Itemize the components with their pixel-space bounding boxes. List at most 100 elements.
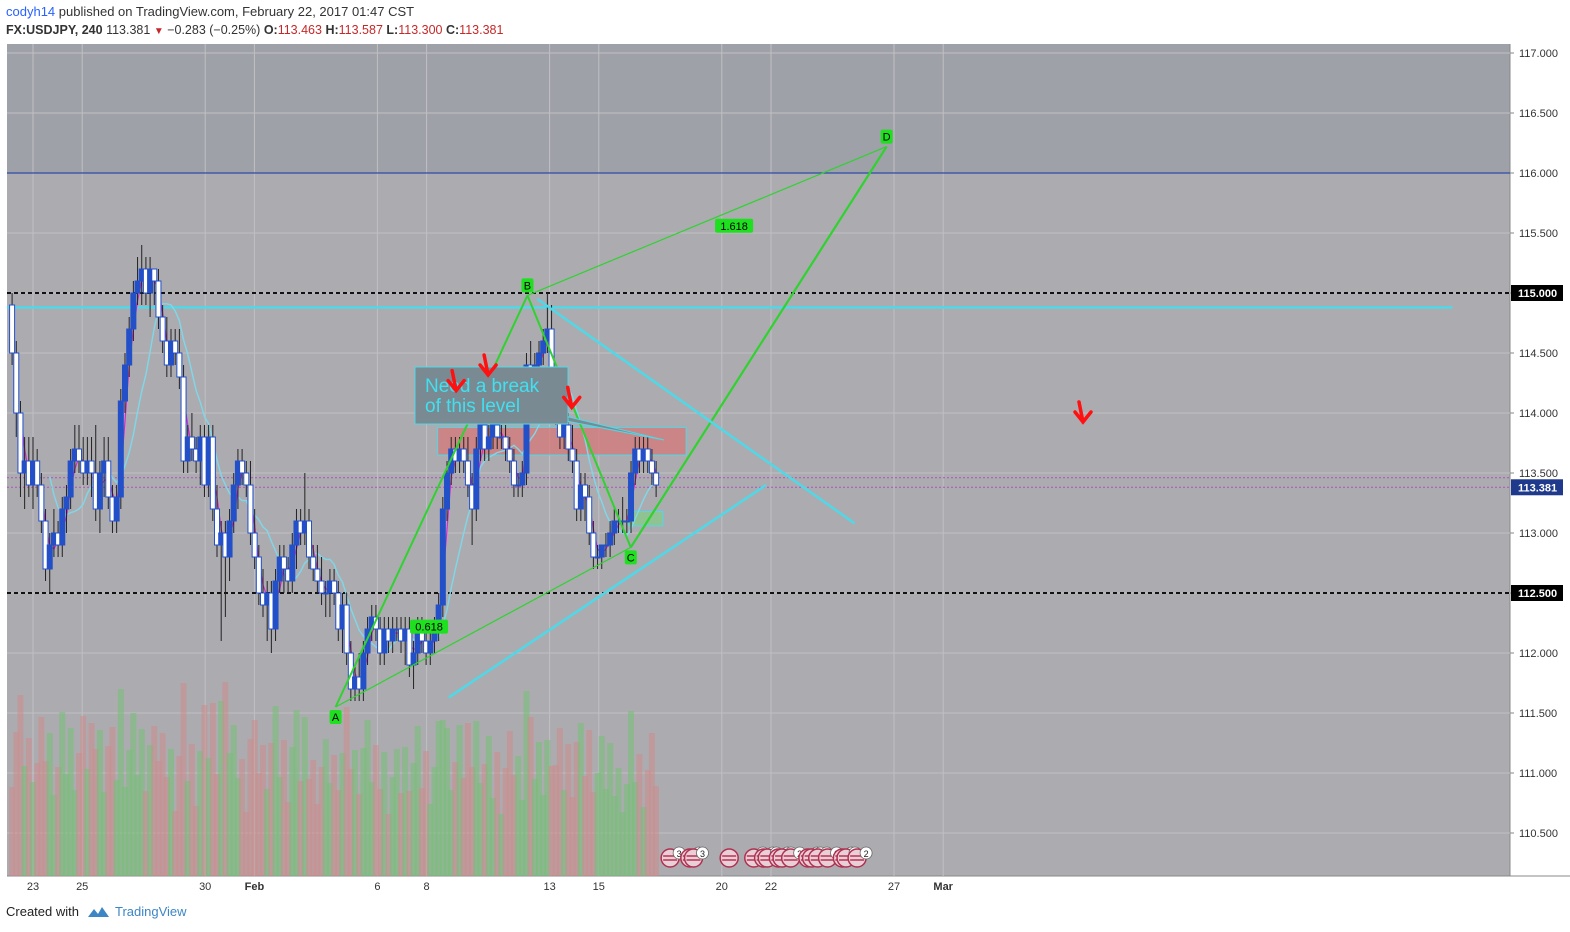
volume-bar (318, 767, 325, 876)
level-price-tag: 115.000 (1511, 285, 1563, 301)
x-tick-label: 25 (76, 881, 88, 893)
volume-bar (464, 723, 471, 876)
volume-bar (247, 739, 254, 876)
volume-bar (172, 811, 179, 876)
candle-body (410, 652, 417, 666)
volume-bar (519, 800, 526, 876)
candle (38, 473, 45, 533)
x-tick-label: Feb (245, 881, 265, 893)
point-label-text: B (524, 280, 531, 292)
candle-body (628, 472, 635, 522)
x-tick-label: 15 (593, 881, 605, 893)
x-tick-label: 30 (199, 881, 211, 893)
candle-body (611, 520, 618, 534)
candle (155, 269, 162, 329)
candle-body (506, 448, 513, 462)
price-tag-bg (1511, 285, 1563, 301)
volume-bar (105, 746, 112, 876)
candle (180, 365, 187, 473)
candle (611, 509, 618, 545)
volume-bar (188, 744, 195, 876)
candle-body (230, 484, 237, 522)
candle-body (113, 496, 120, 522)
candle (360, 641, 367, 701)
volume-bar (644, 770, 651, 876)
candle (289, 533, 296, 593)
candle-body (122, 364, 129, 402)
chart-header: codyh14 published on TradingView.com, Fe… (6, 3, 503, 41)
volume-bar (205, 758, 212, 876)
price-tags: 115.000 113.381 112.500 (1511, 285, 1563, 601)
volume-bar (314, 804, 321, 876)
tradingview-brand[interactable]: TradingView (85, 904, 187, 919)
volume-bar (130, 713, 137, 876)
candle (96, 461, 103, 533)
candle (59, 497, 66, 557)
volume-bar (272, 706, 279, 876)
volume-bar (310, 760, 317, 876)
candle-body (540, 340, 547, 354)
candle (122, 353, 129, 413)
volume-bar (653, 786, 660, 876)
candle-body (134, 280, 141, 294)
candle (364, 617, 371, 665)
open-value: 113.463 (277, 23, 322, 37)
point-label-bg (329, 710, 342, 724)
point-label-text: A (332, 712, 340, 724)
candle-body (485, 436, 492, 450)
volume-bar (368, 782, 375, 876)
volume-bar (50, 795, 57, 876)
volume-bar (285, 802, 292, 876)
volume-bar (548, 766, 555, 876)
us-flag-icon (719, 848, 739, 868)
candle-body (331, 580, 338, 594)
candle-body (251, 532, 258, 558)
candle-body (76, 448, 83, 462)
volume-bar (243, 812, 250, 876)
volume-bar (326, 783, 333, 876)
candle (473, 437, 480, 521)
candle (105, 437, 112, 509)
price-tag-text: 115.000 (1518, 288, 1557, 300)
candle (586, 485, 593, 545)
y-tick-label: 111.500 (1519, 708, 1557, 720)
volume-bar (356, 794, 363, 876)
y-tick-label: 117.000 (1519, 48, 1558, 60)
volume-bar (544, 740, 551, 876)
volume-bar (264, 789, 271, 876)
candle-body (502, 436, 509, 450)
volume-bar (481, 764, 488, 876)
point-label-text: C (627, 552, 635, 564)
price-tag-bg (1511, 479, 1563, 496)
candle-body (310, 556, 317, 570)
volume-bar (96, 730, 103, 876)
candle-body (88, 460, 95, 474)
candle (653, 461, 660, 497)
event-marker: 2 (847, 846, 873, 868)
price-chart[interactable]: 117.000 116.500 116.000 115.500 115.000 114.5… (0, 0, 1570, 900)
candle (464, 437, 471, 497)
volume-bar (88, 723, 95, 876)
point-label-b: B (521, 278, 534, 293)
candle-body (306, 520, 313, 558)
candle-body (648, 460, 655, 474)
levels (7, 172, 1510, 594)
candle (439, 497, 446, 617)
candle (113, 485, 120, 533)
volume-bar (636, 754, 643, 876)
volume-bar (180, 683, 187, 876)
fib-label-text: 0.618 (415, 622, 443, 634)
author-name[interactable]: codyh14 (6, 4, 56, 19)
y-tick-label: 115.500 (1519, 228, 1558, 240)
y-tick-label: 113.000 (1519, 528, 1558, 540)
event-marker: 3 (683, 846, 709, 868)
volume-bar (126, 750, 133, 876)
volume-bar (360, 748, 367, 876)
volume-bar (619, 812, 626, 876)
candle-body (586, 496, 593, 534)
candle-body (117, 400, 124, 498)
candle-body (644, 448, 651, 462)
symbol-label: FX:USDJPY, 240 (6, 23, 103, 37)
candle (76, 425, 83, 473)
